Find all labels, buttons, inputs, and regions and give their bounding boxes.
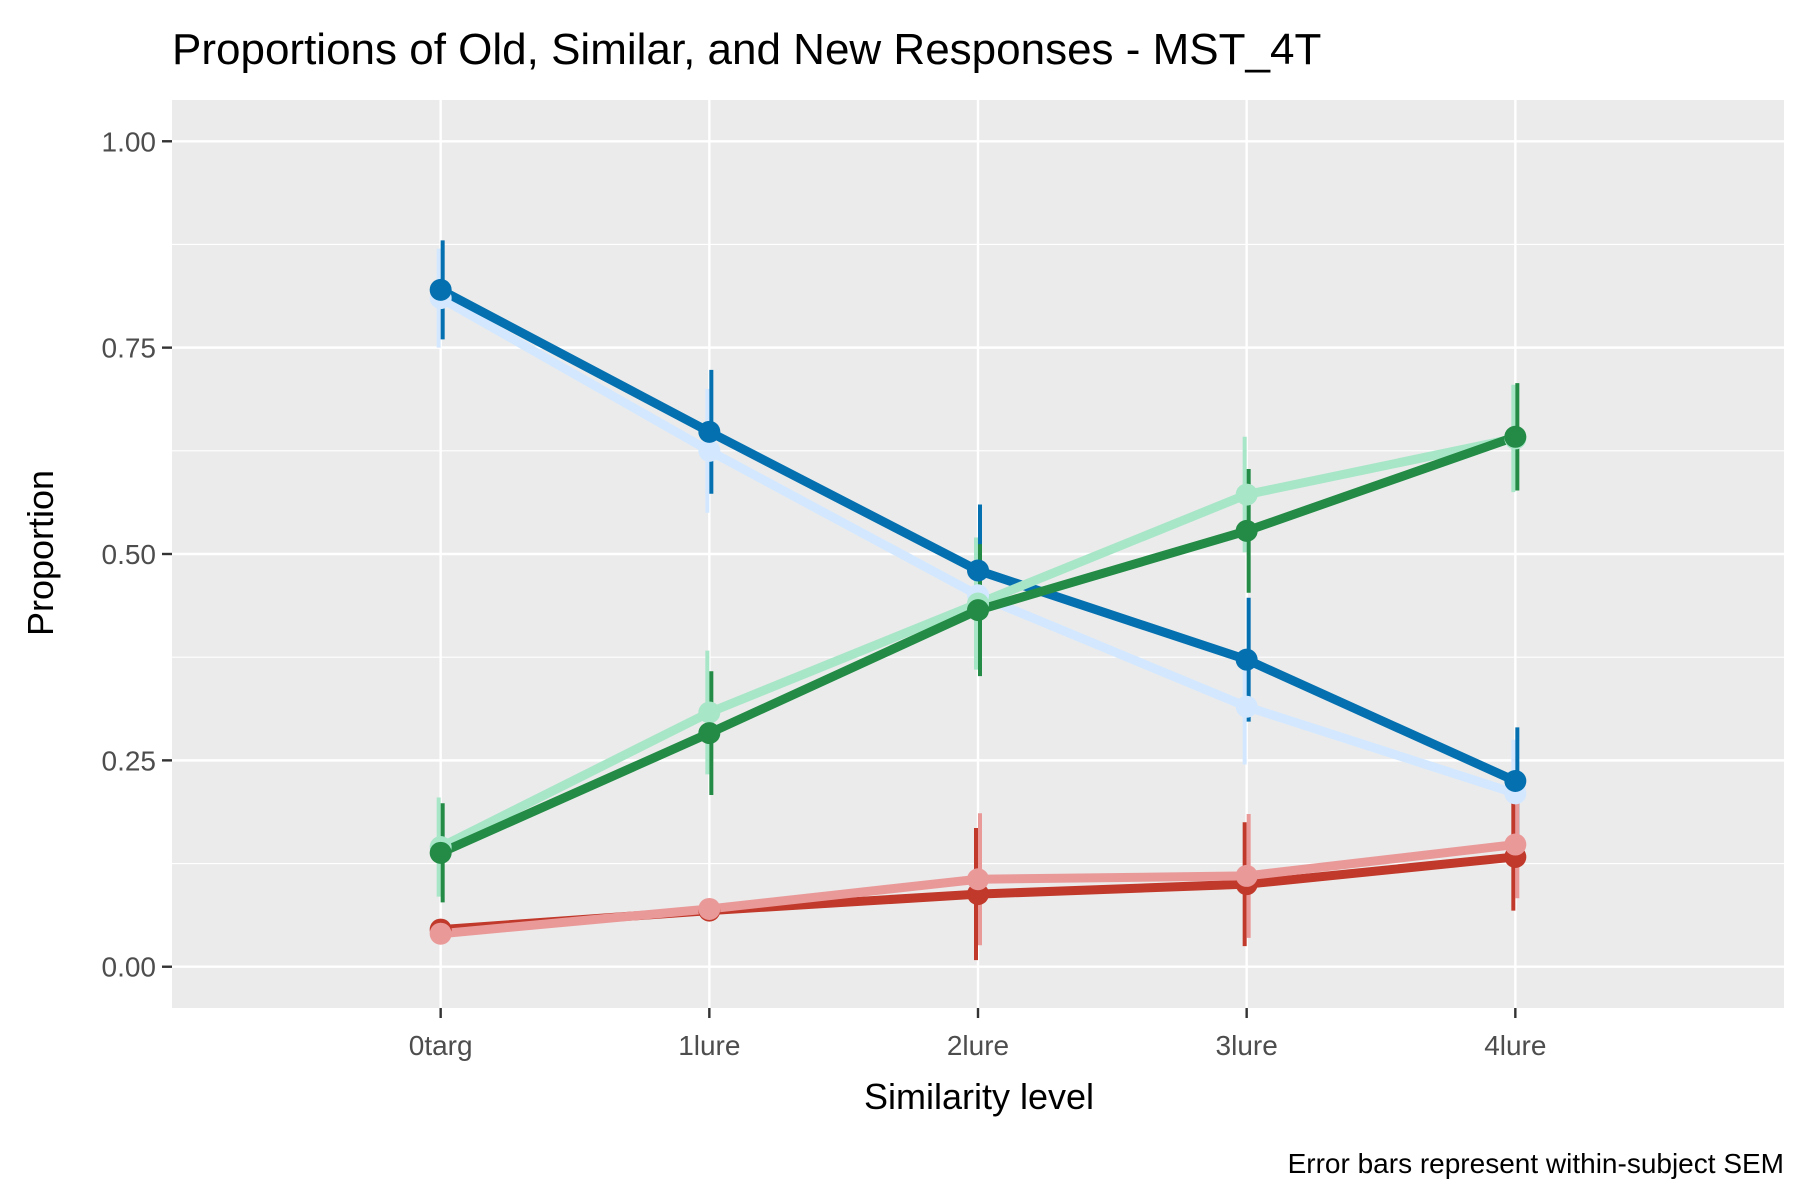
x-tick-label: 0targ	[409, 1030, 473, 1061]
x-axis-title: Similarity level	[864, 1076, 1094, 1117]
data-point	[967, 599, 989, 622]
x-tick-label: 3lure	[1216, 1030, 1278, 1061]
x-axis: 0targ 1lure 2lure 3lure 4lure	[409, 1008, 1546, 1061]
data-point	[1235, 519, 1258, 542]
data-point	[1504, 770, 1527, 792]
data-point	[1235, 695, 1258, 718]
data-point	[698, 722, 721, 745]
data-point	[1504, 833, 1527, 856]
data-point	[698, 701, 721, 724]
x-tick-label: 4lure	[1484, 1030, 1546, 1061]
chart-title: Proportions of Old, Similar, and New Res…	[172, 25, 1321, 74]
data-point	[698, 439, 721, 462]
data-point	[1235, 864, 1258, 887]
data-point	[1235, 483, 1258, 506]
data-point	[967, 559, 989, 582]
series-points	[429, 278, 1527, 945]
x-tick-label: 2lure	[947, 1030, 1009, 1061]
y-axis-title: Proportion	[20, 470, 61, 636]
y-tick-label: 0.00	[102, 952, 157, 983]
data-point	[698, 897, 721, 920]
data-point	[698, 420, 721, 443]
data-point	[429, 841, 452, 864]
y-axis: 0.00 0.25 0.50 0.75 1.00	[102, 126, 172, 983]
y-tick-label: 1.00	[102, 126, 157, 157]
caption: Error bars represent within-subject SEM	[1288, 1148, 1784, 1179]
y-tick-label: 0.75	[102, 333, 157, 364]
x-tick-label: 1lure	[678, 1030, 740, 1061]
data-point	[429, 278, 452, 301]
data-point	[1235, 648, 1258, 671]
y-tick-label: 0.50	[102, 539, 157, 570]
data-point	[967, 868, 989, 891]
y-tick-label: 0.25	[102, 745, 157, 776]
data-point	[1504, 425, 1527, 448]
data-point	[429, 922, 452, 945]
